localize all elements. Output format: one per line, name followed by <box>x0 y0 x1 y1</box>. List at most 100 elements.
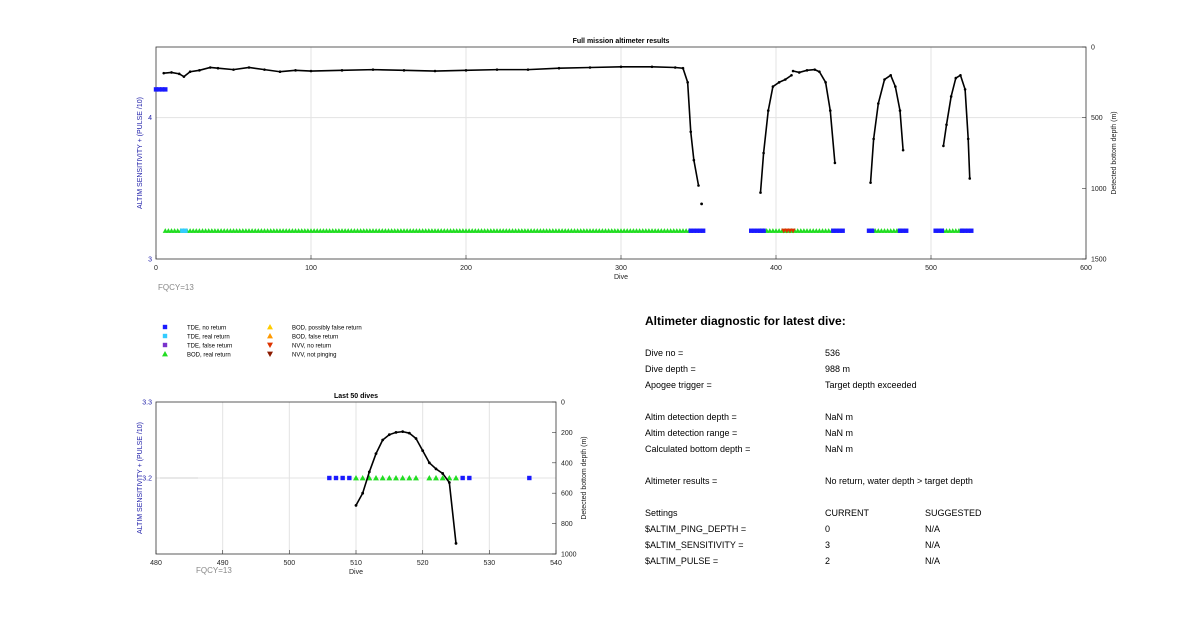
y2-tick-label: 0 <box>1091 45 1095 52</box>
depth-point <box>407 431 411 435</box>
chart-1: Last 50 dives 480 490 500 510 520 530 540 Dive 3.… <box>137 393 588 576</box>
diagnostic-label: Settings <box>645 508 678 518</box>
depth-point <box>526 68 530 71</box>
depth-point <box>942 144 945 148</box>
depth-point <box>869 181 872 184</box>
depth-point <box>309 69 313 73</box>
depth-point <box>216 66 220 70</box>
sensitivity-marker <box>527 475 532 481</box>
legend-label: TDE, real return <box>187 335 230 341</box>
depth-point <box>954 76 958 80</box>
x-tick-label: 100 <box>305 265 317 272</box>
sensitivity-marker <box>433 475 439 481</box>
legend-marker <box>267 333 273 339</box>
diagnostic-label: Dive no = <box>645 348 684 358</box>
depth-point <box>162 71 166 75</box>
x-tick-label: 530 <box>483 560 495 567</box>
diagnostic-extra: N/A <box>925 524 941 534</box>
sensitivity-marker <box>749 228 754 233</box>
legend-marker <box>267 351 273 357</box>
depth-point <box>686 81 689 84</box>
depth-point <box>441 472 445 475</box>
depth-point <box>232 68 235 71</box>
diagnostic-value: No return, water depth > target depth <box>825 476 973 486</box>
depth-point <box>824 81 827 84</box>
sensitivity-marker <box>694 228 700 233</box>
sensitivity-marker <box>700 228 706 233</box>
legend-label: BOD, false return <box>292 335 338 341</box>
x-tick-label: 500 <box>283 560 295 567</box>
depth-point <box>700 202 703 206</box>
depth-point <box>697 184 700 187</box>
sensitivity-marker <box>691 228 697 233</box>
depth-point <box>427 461 431 465</box>
depth-point <box>901 148 905 152</box>
legend-marker <box>162 351 168 357</box>
y2-axis-label: Detected bottom depth (m) <box>581 436 588 519</box>
depth-point <box>381 438 385 442</box>
legend-label: BOD, real return <box>187 353 231 359</box>
depth-point <box>771 85 775 88</box>
sensitivity-marker <box>413 475 419 481</box>
legend: TDE, no return TDE, real return TDE, false… <box>162 324 362 359</box>
depth-point <box>797 71 801 74</box>
chart-title: Full mission altimeter results <box>573 38 670 45</box>
y2-tick-label: 0 <box>561 400 565 407</box>
y-tick-label: 4 <box>148 115 152 122</box>
y2-axis-label: Detected bottom depth (m) <box>1111 111 1118 194</box>
x-axis-label: Dive <box>614 274 628 281</box>
depth-point <box>766 109 770 112</box>
sensitivity-marker <box>359 475 366 481</box>
sensitivity-marker <box>426 475 433 481</box>
sensitivity-marker <box>959 228 965 233</box>
sensitivity-marker <box>752 228 757 233</box>
diagnostic-value: 3 <box>825 540 831 550</box>
y2-tick-label: 800 <box>561 521 573 528</box>
depth-point <box>401 430 405 434</box>
sensitivity-marker <box>153 87 159 92</box>
sensitivity-marker <box>453 475 459 481</box>
depth-point <box>945 123 948 127</box>
x-tick-label: 510 <box>350 560 362 567</box>
sensitivity-marker <box>353 475 359 481</box>
depth-point <box>402 69 406 72</box>
depth-point <box>208 66 212 69</box>
y2-tick-label: 400 <box>561 460 573 467</box>
y-tick-label: 3.2 <box>142 476 152 483</box>
depth-point <box>354 503 358 507</box>
sensitivity-marker <box>840 228 845 233</box>
y2-tick-label: 1500 <box>1091 257 1107 264</box>
sensitivity-marker <box>327 475 332 481</box>
depth-point <box>883 78 886 81</box>
sensitivity-marker <box>837 228 842 233</box>
x-tick-label: 480 <box>150 560 162 567</box>
depth-point <box>387 433 391 437</box>
legend-label: TDE, no return <box>187 326 226 332</box>
depth-point <box>968 177 972 180</box>
diagnostic-label: Calculated bottom depth = <box>645 444 751 454</box>
sensitivity-marker <box>834 228 839 233</box>
depth-point <box>681 66 685 70</box>
diagnostic-value: NaN m <box>825 428 854 438</box>
fqcy-annotation: FQCY=13 <box>158 283 194 292</box>
diagnostic-value: 0 <box>825 524 831 534</box>
depth-point <box>247 66 251 69</box>
y2-tick-label: 1000 <box>1091 186 1107 193</box>
depth-line <box>869 74 904 183</box>
diagnostic-label: $ALTIM_SENSITIVITY = <box>645 540 744 550</box>
depth-point <box>421 449 425 453</box>
depth-point <box>894 85 897 88</box>
sensitivity-marker <box>333 475 339 481</box>
sensitivity-marker <box>688 228 693 233</box>
diagnostic-label: Dive depth = <box>645 364 696 374</box>
depth-point <box>966 137 970 141</box>
depth-point <box>872 137 875 141</box>
depth-line <box>355 430 457 544</box>
depth-point <box>959 73 962 77</box>
sensitivity-marker <box>460 475 465 481</box>
depth-point <box>689 130 693 134</box>
y2-tick-label: 500 <box>1091 115 1103 122</box>
diagnostic-label: Altimeter results = <box>645 476 718 486</box>
chart-0: Full mission altimeter results 0 100 200 300… <box>137 38 1118 292</box>
